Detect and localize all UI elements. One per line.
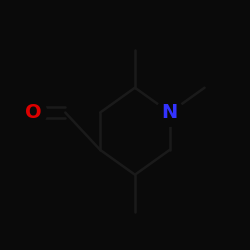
Text: N: N [162, 103, 178, 122]
Circle shape [156, 99, 184, 126]
Text: O: O [25, 103, 41, 122]
Circle shape [19, 99, 47, 126]
